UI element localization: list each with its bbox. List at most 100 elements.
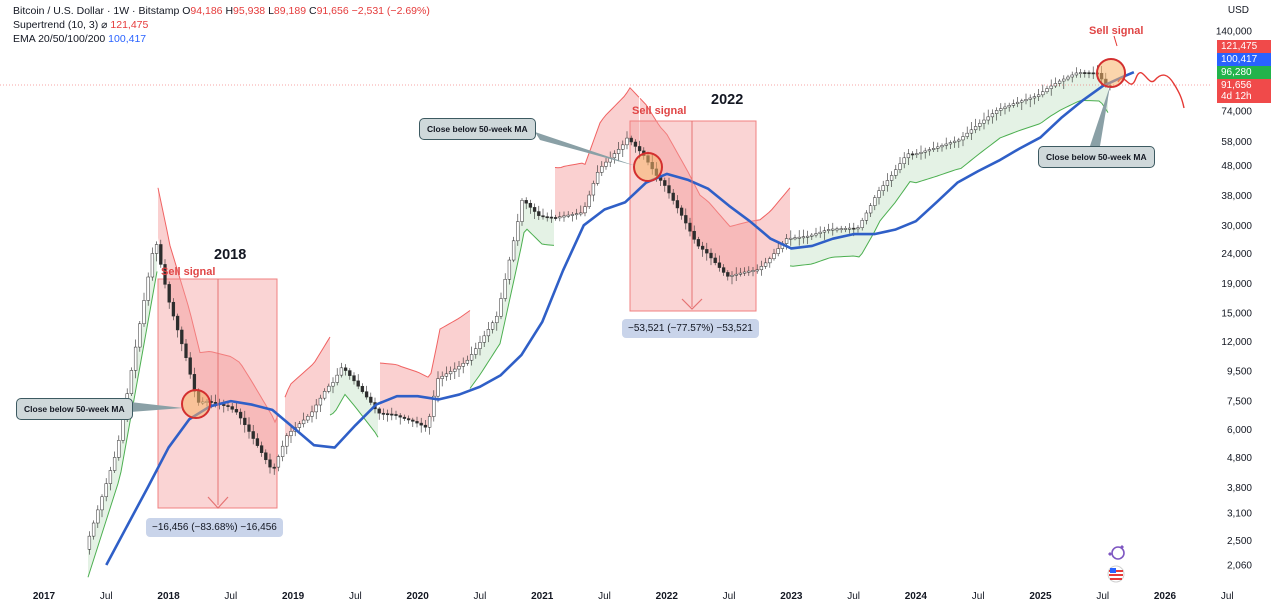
cross-circle-2018[interactable]: [181, 389, 211, 419]
candle-body: [709, 252, 713, 259]
time-tick-label: Jul: [224, 591, 237, 602]
candle-body: [898, 163, 902, 170]
candle-body: [1062, 78, 1066, 82]
time-tick-label: 2019: [282, 591, 305, 602]
candle-body: [100, 496, 104, 511]
candle-body: [276, 456, 281, 468]
candle-body: [486, 329, 491, 337]
candle-body: [742, 271, 747, 274]
supertrend-up-4-fill: [790, 72, 1108, 267]
candle-body: [621, 144, 625, 150]
time-tick-label: 2021: [531, 591, 554, 602]
candle-body: [705, 249, 709, 254]
candle-body: [394, 414, 398, 416]
candle-body: [398, 415, 402, 418]
candle-body: [1003, 106, 1007, 109]
candle-body: [427, 416, 432, 428]
candle-body: [423, 424, 428, 428]
candle-body: [331, 382, 335, 387]
candle-body: [222, 404, 226, 406]
drawdown-box-2022: [629, 120, 757, 312]
candle-body: [860, 220, 864, 228]
candle-body: [1074, 72, 1079, 76]
candle-body: [482, 335, 486, 343]
candle-body: [138, 323, 142, 348]
price-tick-label: 3,800: [1227, 483, 1252, 494]
candle-body: [96, 509, 100, 524]
candle-body: [818, 231, 822, 234]
symbol-title: Bitcoin / U.S. Dollar · 1W · Bitstamp: [13, 5, 180, 17]
candle-body: [381, 412, 386, 415]
time-tick-label: Jul: [598, 591, 611, 602]
chart-legend: Bitcoin / U.S. Dollar · 1W · Bitstamp O9…: [13, 4, 430, 46]
candle-body: [881, 185, 885, 191]
time-tick-label: 2017: [33, 591, 56, 602]
candle-body: [369, 396, 373, 403]
sparkle-icon[interactable]: [1105, 544, 1127, 567]
candle-body: [159, 244, 163, 265]
candle-body: [541, 215, 545, 218]
candle-body: [885, 180, 890, 186]
candle-body: [583, 206, 587, 214]
candle-body: [192, 374, 197, 392]
candle-body: [692, 230, 696, 240]
time-tick-label: Jul: [474, 591, 487, 602]
candle-body: [440, 375, 444, 379]
candle-body: [1036, 94, 1041, 97]
candle-body: [259, 445, 264, 453]
candle-body: [789, 237, 793, 240]
time-tick-label: Jul: [1221, 591, 1234, 602]
cross-circle-2025[interactable]: [1096, 58, 1126, 88]
candle-body: [772, 253, 776, 259]
candle-body: [406, 418, 411, 421]
candle-body: [1015, 101, 1020, 104]
candle-body: [478, 342, 482, 349]
candle-body: [915, 153, 919, 156]
candle-body: [667, 185, 671, 194]
candle-body: [352, 375, 356, 382]
candle-body: [763, 262, 768, 267]
candle-body: [1087, 72, 1091, 75]
candle-body: [864, 212, 869, 221]
candle-body: [797, 236, 801, 239]
candle-body: [154, 244, 159, 254]
candle-body: [940, 145, 944, 148]
sell-signal-2022: Sell signal: [632, 105, 687, 117]
time-tick-label: Jul: [1096, 591, 1109, 602]
candle-body: [923, 150, 927, 153]
legend-supertrend-row[interactable]: Supertrend (10, 3) ⌀ 121,475: [13, 18, 430, 32]
measure-label-2022: −53,521 (−77.57%) −53,521: [622, 319, 759, 338]
candle-body: [633, 141, 638, 147]
candle-body: [167, 284, 171, 303]
price-tag-ema: 100,417: [1217, 53, 1271, 66]
ohlc-close-value: 91,656: [316, 5, 349, 17]
candle-body: [1041, 91, 1045, 96]
supertrend-down-3-fill: [380, 310, 470, 428]
candle-body: [826, 229, 831, 231]
ohlc-low-key: L: [268, 5, 274, 17]
candle-body: [419, 422, 423, 426]
legend-ema-row[interactable]: EMA 20/50/100/200 100,417: [13, 32, 430, 46]
candle-body: [738, 272, 743, 275]
candle-body: [696, 239, 701, 247]
candle-body: [327, 385, 331, 392]
candle-body: [856, 227, 860, 230]
candle-body: [335, 374, 339, 383]
currency-label: USD: [1227, 5, 1249, 16]
candle-body: [822, 230, 827, 233]
supertrend-down-5-line: [639, 97, 791, 228]
candle-body: [226, 405, 230, 407]
candle-body: [948, 142, 953, 145]
candle-body: [910, 153, 915, 156]
candle-body: [87, 535, 92, 550]
candle-body: [385, 413, 390, 416]
candle-body: [448, 371, 453, 375]
candle-body: [461, 363, 465, 367]
candle-body: [390, 413, 394, 416]
candle-body: [1011, 103, 1016, 106]
supertrend-down-4-fill: [555, 87, 639, 218]
cross-circle-2022[interactable]: [633, 152, 663, 182]
candle-body: [545, 216, 549, 219]
candle-body: [142, 300, 146, 325]
